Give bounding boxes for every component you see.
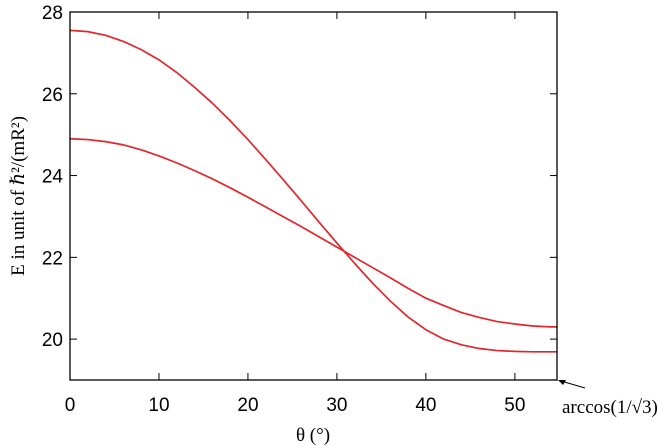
plot-lines	[69, 29, 557, 353]
y-tick-label: 28	[42, 3, 63, 24]
x-tick-label: 20	[237, 395, 258, 416]
annotation-arrow-line	[560, 380, 586, 389]
x-tick-label: 40	[415, 395, 436, 416]
annotation-arccos-label: arccos(1/√3)	[562, 397, 658, 418]
y-tick-label: 22	[42, 248, 63, 269]
axis-ticks	[69, 11, 557, 380]
x-tick-label: 0	[65, 395, 76, 416]
x-tick-label: 10	[148, 395, 169, 416]
y-tick-label: 24	[42, 167, 64, 188]
tick-labels: 0 10 20 30 40 50 20 22 24 26 28	[42, 3, 526, 416]
annotation-arrowhead	[558, 380, 566, 385]
x-axis-title: θ (°)	[296, 425, 330, 445]
series-line-upper-branch	[69, 29, 557, 353]
x-tick-label: 30	[326, 395, 347, 416]
y-tick-label: 26	[42, 85, 63, 106]
series-line-lower-branch	[69, 137, 557, 328]
x-tick-label: 50	[504, 395, 525, 416]
y-axis-title: E in unit of ℏ²/(mR²)	[8, 116, 29, 276]
y-tick-label: 20	[42, 330, 63, 351]
plot-frame	[69, 11, 558, 381]
